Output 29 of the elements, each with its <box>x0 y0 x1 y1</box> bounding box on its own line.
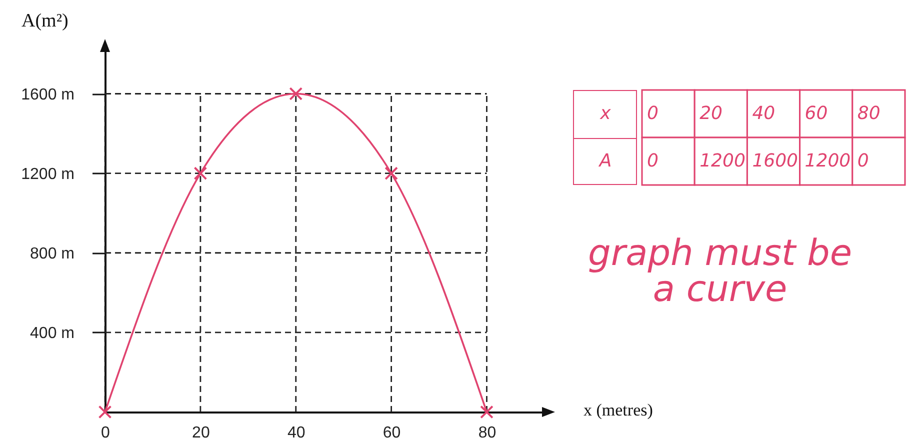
point <box>384 166 398 180</box>
data-label: 1600 <box>752 150 798 172</box>
x-tick-label: 20 <box>192 424 210 441</box>
point <box>289 87 303 100</box>
x-tick-label: 0 <box>101 424 110 441</box>
data-label: 1200 <box>700 150 746 172</box>
data-label: 40 <box>752 102 776 124</box>
data-label: 0 <box>857 150 869 172</box>
y-tick-label: 1200 m <box>21 166 74 183</box>
y-tick-label: 800 m <box>30 245 74 262</box>
y-tick-label: 1600 m <box>21 86 74 104</box>
point <box>98 405 112 419</box>
y-axis-title: A(m²) <box>22 10 68 32</box>
text: graph must be a curve <box>586 233 854 310</box>
data-label: 60 <box>804 102 828 124</box>
data-label: 1200 <box>804 150 851 172</box>
data-label: 0 <box>647 102 658 124</box>
y-tick-label: 400 m <box>30 324 74 342</box>
point <box>480 405 494 419</box>
data-label: 0 <box>647 150 658 172</box>
x-tick-label: 60 <box>382 424 401 441</box>
data-label: 80 <box>857 102 880 124</box>
x-tick-label: 40 <box>287 424 306 441</box>
point <box>194 166 208 180</box>
data-label: 20 <box>700 102 723 124</box>
y-tick-label: x <box>599 102 612 124</box>
x-axis-title: x (metres) <box>584 400 653 420</box>
y-tick-label: A <box>598 150 612 172</box>
x-tick-label: 80 <box>478 424 496 441</box>
